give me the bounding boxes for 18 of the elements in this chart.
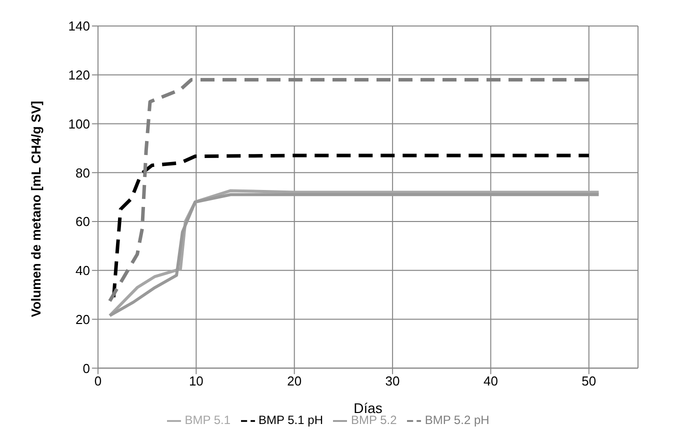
y-tick-label: 0 <box>82 360 90 376</box>
x-tick-label: 40 <box>483 373 498 388</box>
y-tick-label: 100 <box>68 116 90 132</box>
legend-label: BMP 5.1 <box>184 413 231 428</box>
x-tick-label: 10 <box>188 373 204 388</box>
y-tick-label: 120 <box>68 67 90 82</box>
y-tick-label: 20 <box>76 312 90 327</box>
x-tick-label: 20 <box>287 373 302 388</box>
x-tick-label: 50 <box>582 373 596 388</box>
y-tick-label: 40 <box>76 263 90 278</box>
y-tick-label: 60 <box>76 214 90 230</box>
legend-label: BMP 5.1 pH <box>258 413 323 428</box>
y-tick-label: 140 <box>68 18 90 34</box>
x-tick-label: 0 <box>94 373 102 388</box>
y-axis-title: Volumen de metano [mL CH4/g SV] <box>28 100 44 318</box>
y-tick-label: 80 <box>76 165 90 180</box>
x-tick-label: 30 <box>385 373 400 388</box>
legend-label: BMP 5.2 pH <box>424 413 490 428</box>
